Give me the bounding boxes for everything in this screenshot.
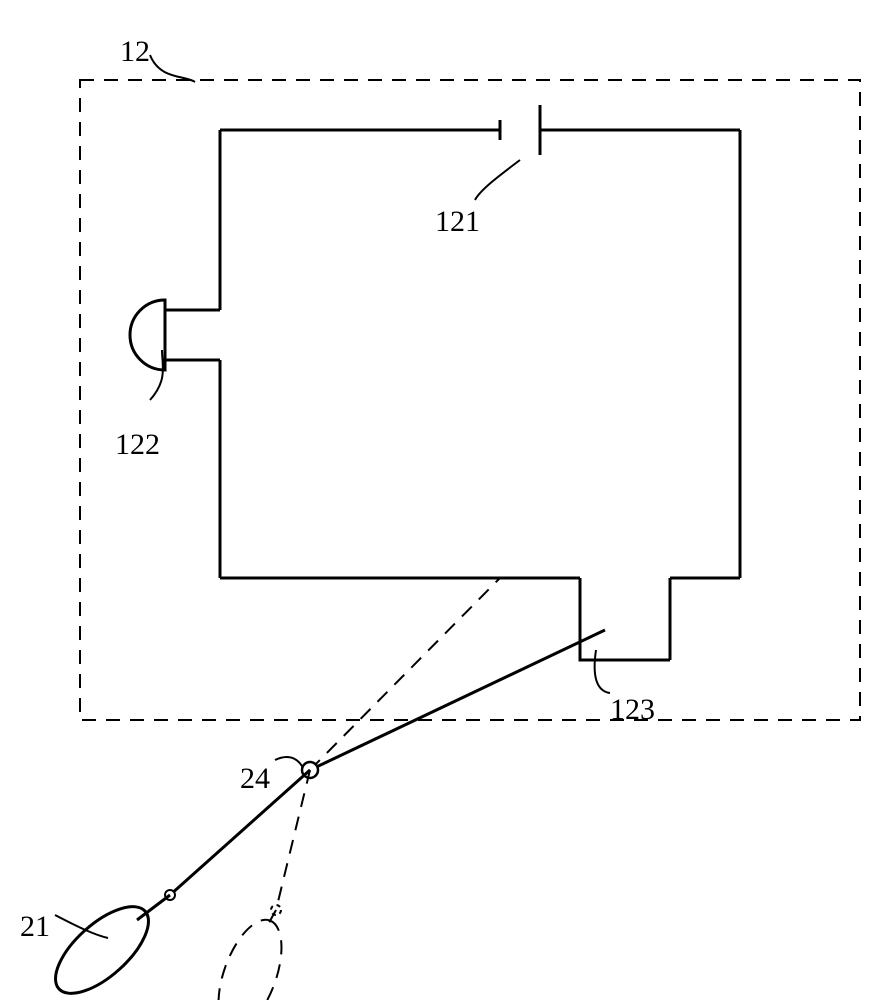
lever-lower-dash (276, 770, 310, 910)
label-122: 122 (115, 428, 160, 462)
label-121: 121 (435, 205, 480, 239)
leader-l122 (150, 350, 163, 400)
leader-l12 (150, 55, 195, 82)
pedal-alt (206, 912, 295, 1000)
pedal-21 (42, 892, 163, 1000)
leader-123 (595, 650, 610, 693)
label-123: 123 (610, 693, 655, 727)
label-24: 24 (240, 762, 270, 796)
lever-arm-engaged (310, 630, 605, 770)
speaker-icon (130, 300, 165, 370)
leader-l121 (475, 160, 520, 200)
label-12: 12 (120, 35, 150, 69)
label-21: 21 (20, 910, 50, 944)
leader-l24 (275, 757, 303, 768)
module-boundary-12 (80, 80, 860, 720)
lever-arm-alt (310, 578, 500, 770)
